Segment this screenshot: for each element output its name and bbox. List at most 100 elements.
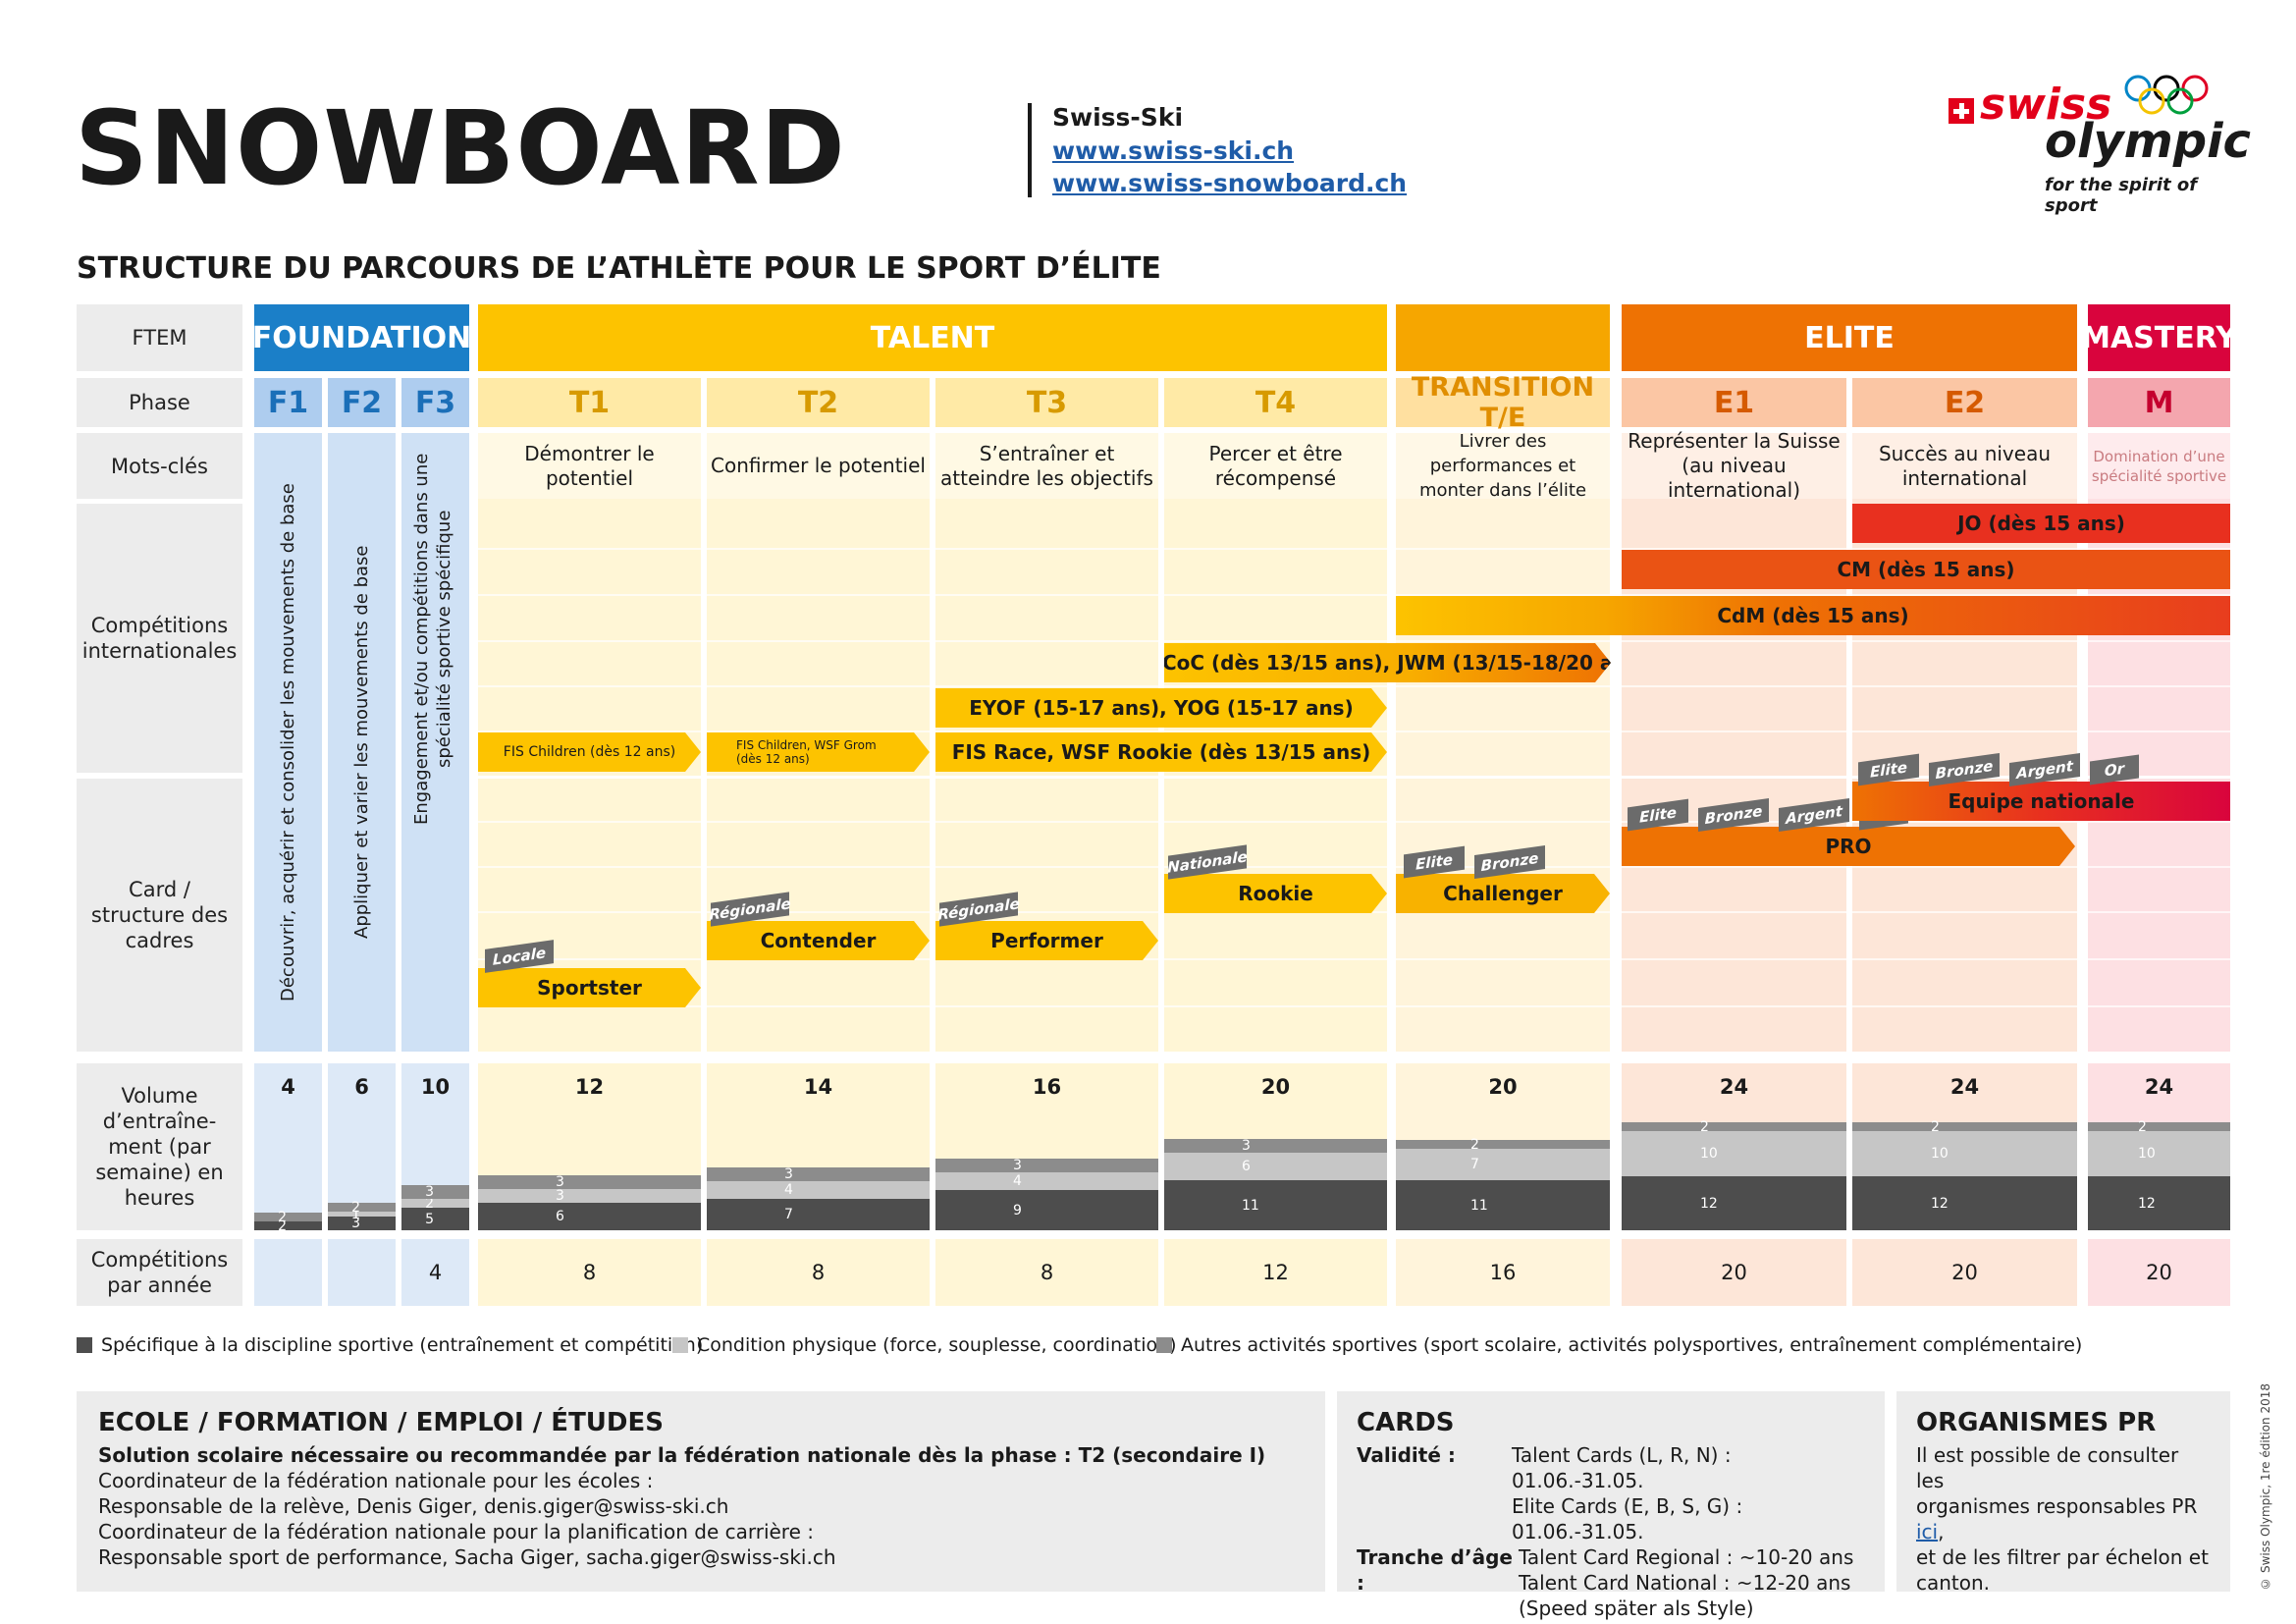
gridline [478,958,2230,960]
phase-t4: T4 [1164,378,1387,427]
school-bold-line: Solution scolaire nécessaire ou recomman… [98,1443,1266,1467]
kw-te: Livrer des performances et monter dans l… [1418,431,1587,501]
phase-t3: T3 [935,378,1158,427]
row-label-comp: Compétitions par année [77,1239,242,1306]
swiss-snowboard-link[interactable]: www.swiss-snowboard.ch [1052,169,1408,197]
volume-cell [1622,1063,1846,1230]
col-bg-f2 [328,433,396,1052]
volume-seg-other: 3 [1164,1138,1387,1154]
comp-per-year-value: 20 [1622,1239,1846,1306]
volume-seg-specific: 12 [1622,1176,1846,1230]
phase-m: M [2088,378,2230,427]
volume-total: 14 [803,1075,833,1099]
comp-per-year-value: 20 [1852,1239,2077,1306]
volume-cell [935,1063,1158,1230]
kw-f1: Découvrir, acquérir et consolider les mo… [278,483,298,1001]
phase-t1: T1 [478,378,701,427]
comp-per-year-value: 4 [401,1239,469,1306]
pr-line-2c: , [1938,1520,1945,1543]
keywords-row-bg [478,433,2230,499]
volume-seg-specific: 2 [254,1218,322,1234]
comp-cm-bar: CM (dès 15 ans) [1622,550,2230,589]
card-pro-bar: PRO [1622,827,2075,866]
volume-seg-physical: 10 [1622,1131,1846,1176]
volume-total: 20 [1260,1075,1291,1099]
volume-total: 24 [1719,1075,1749,1099]
header-divider [1028,103,1032,197]
ftem-transition [1396,304,1610,371]
volume-seg-other: 2 [2088,1119,2230,1135]
comp-per-year-value [328,1239,396,1306]
kw-f2-cell: Appliquer et varier les mouvements de ba… [328,433,396,1052]
gridline [478,821,2230,823]
legend-other: Autres activités sportives (sport scolai… [1181,1334,2083,1356]
kw-e2: Succès au niveau international [1878,441,2052,490]
pr-box: ORGANISMES PR Il est possible de consult… [1896,1391,2230,1595]
col-bg-f1 [254,433,322,1052]
kw-f3: Engagement et/ou compétitions dans une s… [410,453,454,826]
cards-title: CARDS [1357,1408,1455,1437]
volume-seg-other: 2 [1622,1119,1846,1135]
logo-tagline: for the spirit of sport [2045,175,2198,216]
phase-e1: E1 [1622,378,1846,427]
phase-transition: TRANSITION T/E [1396,372,1610,433]
volume-seg-other: 2 [1396,1137,1610,1153]
volume-cell [328,1063,396,1230]
org-name: Swiss-Ski [1052,103,1184,132]
logo-olympic: olympic [2045,114,2251,169]
phase-f3: F3 [401,378,469,427]
volume-seg-physical: 2 [401,1196,469,1212]
gridline [478,866,2230,868]
volume-seg-other: 2 [328,1200,396,1216]
comp-per-year-value: 20 [2088,1239,2230,1306]
kw-m: Domination d’une spécialité sportive [2091,447,2227,485]
volume-seg-other: 3 [707,1166,930,1182]
section-divider [478,776,2230,779]
card-equipe-bar: Equipe nationale [1852,782,2230,821]
pr-line-3: et de les filtrer par échelon et [1916,1545,2209,1569]
volume-seg-physical: 3 [478,1188,701,1204]
volume-seg-specific: 9 [935,1190,1158,1230]
page-subtitle: STRUCTURE DU PARCOURS DE L’ATHLÈTE POUR … [77,251,1161,286]
swiss-ski-link[interactable]: www.swiss-ski.ch [1052,136,1295,165]
cards-box: CARDS Validité : Talent Cards (L, R, N) … [1337,1391,1885,1620]
volume-total: 20 [1488,1075,1518,1099]
volume-seg-physical: 10 [2088,1131,2230,1176]
volume-seg-specific: 11 [1164,1180,1387,1230]
comp-cdm-bar: CdM (dès 15 ans) [1396,596,2230,635]
comp-fis-children-bar: FIS Children (dès 12 ans) [478,732,701,772]
school-line-1: Coordinateur de la fédération nationale … [98,1469,654,1492]
ftem-talent: TALENT [478,304,1387,371]
olympic-rings-icon [2124,75,2209,115]
volume-total: 6 [354,1075,369,1099]
pr-title: ORGANISMES PR [1916,1408,2157,1437]
volume-total: 12 [574,1075,605,1099]
legend-specific-swatch [77,1337,92,1353]
volume-seg-physical: 10 [1852,1131,2077,1176]
volume-cell [1852,1063,2077,1230]
phase-e2: E2 [1852,378,2077,427]
comp-ec-bar: EC/CoC (dès 13/15 ans), JWM (13/15-18/20… [1164,643,1611,682]
col-bg-te [1396,433,1610,1052]
swiss-cross-icon [1949,98,1974,124]
comp-fis-children-wsf-bar: FIS Children, WSF Grom (dès 12 ans) [707,732,930,772]
school-line-2: Responsable de la relève, Denis Giger, d… [98,1494,729,1518]
volume-seg-other: 3 [401,1184,469,1200]
cards-validity-2: Elite Cards (E, B, S, G) : 01.06.-31.05. [1511,1494,1743,1543]
volume-cell [1164,1063,1387,1230]
comp-per-year-value: 8 [478,1239,701,1306]
cards-age-1: Talent Card Regional : ~10-20 ans [1519,1545,1854,1569]
volume-cell [1396,1063,1610,1230]
kw-t3: S’entraîner et atteindre les objectifs [940,441,1153,490]
pr-link[interactable]: ici [1916,1520,1939,1543]
comp-eyof-bar: EYOF (15-17 ans), YOG (15-17 ans) [935,688,1387,728]
school-box: ECOLE / FORMATION / EMPLOI / ÉTUDES Solu… [77,1391,1325,1592]
kw-t4: Percer et être récompensé [1208,441,1343,490]
gridline [478,640,2230,642]
school-line-3: Coordinateur de la fédération nationale … [98,1520,814,1543]
kw-t1: Démontrer le potentiel [524,441,655,490]
volume-seg-specific: 12 [2088,1176,2230,1230]
volume-seg-specific: 3 [328,1216,396,1231]
volume-seg-other: 2 [1852,1119,2077,1135]
volume-cell [254,1063,322,1230]
